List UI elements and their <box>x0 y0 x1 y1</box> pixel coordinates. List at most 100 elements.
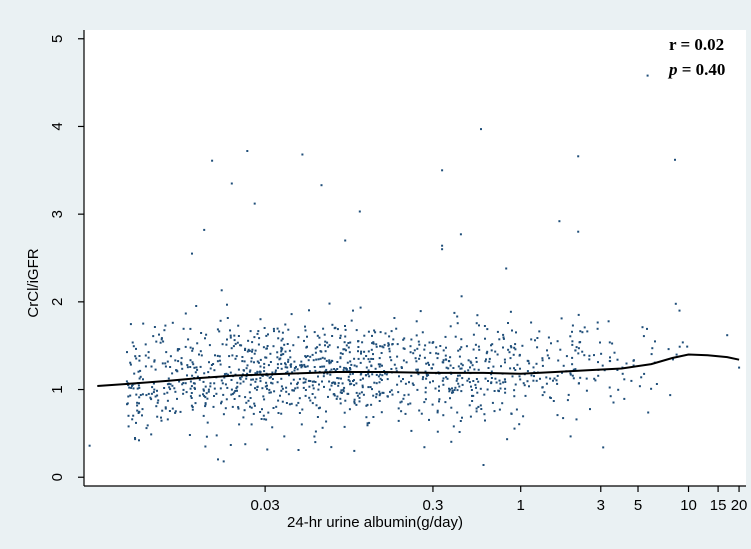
data-point <box>674 158 676 161</box>
data-point <box>407 393 410 396</box>
data-point <box>651 347 654 350</box>
data-point <box>129 323 132 326</box>
data-point <box>347 392 350 395</box>
data-point <box>156 394 159 397</box>
data-point <box>456 315 459 318</box>
data-point <box>361 386 364 389</box>
data-point <box>396 383 399 386</box>
data-point <box>358 400 361 403</box>
data-point <box>415 360 418 363</box>
data-point <box>154 395 157 398</box>
data-point <box>325 368 328 371</box>
data-point <box>400 410 403 413</box>
data-point <box>244 347 247 350</box>
data-point <box>352 380 354 382</box>
data-point <box>437 352 440 355</box>
data-point <box>296 383 299 386</box>
data-point <box>366 422 369 425</box>
data-point <box>133 372 136 375</box>
data-point <box>171 384 174 387</box>
data-point <box>423 446 426 449</box>
data-point <box>236 381 239 384</box>
data-point <box>461 383 464 386</box>
data-point <box>255 378 258 381</box>
data-point <box>390 330 393 333</box>
data-point <box>414 357 417 360</box>
data-point <box>277 337 280 340</box>
data-point <box>196 342 199 345</box>
data-point <box>538 330 541 333</box>
data-point <box>302 377 305 380</box>
data-point <box>399 401 402 404</box>
data-point <box>205 435 208 438</box>
data-point <box>346 361 349 364</box>
data-point <box>455 379 458 382</box>
data-point <box>460 346 463 349</box>
data-point <box>311 384 314 387</box>
data-point <box>569 335 572 338</box>
data-point <box>161 362 164 365</box>
data-point <box>234 342 237 345</box>
data-point <box>225 398 228 401</box>
data-point <box>150 433 153 436</box>
data-point <box>395 327 398 330</box>
data-point <box>293 389 295 392</box>
data-point <box>353 400 356 403</box>
data-point <box>253 202 256 205</box>
data-point <box>349 373 352 376</box>
data-point <box>191 374 194 377</box>
data-point <box>307 379 310 382</box>
data-point <box>289 356 292 359</box>
data-point <box>298 378 301 381</box>
data-point <box>549 396 551 399</box>
data-point <box>296 381 299 384</box>
data-point <box>149 396 152 399</box>
data-point <box>256 385 259 388</box>
data-point <box>165 351 168 354</box>
data-point <box>251 348 254 351</box>
data-point <box>211 159 214 162</box>
data-point <box>307 359 310 362</box>
y-axis: 0 1 2 3 4 5 <box>49 30 85 486</box>
data-point <box>298 397 301 400</box>
data-point <box>498 390 500 393</box>
data-point <box>182 382 185 384</box>
data-point <box>269 376 272 379</box>
data-point <box>210 364 213 366</box>
data-point <box>342 390 345 393</box>
data-point <box>178 380 181 383</box>
data-point <box>336 377 339 379</box>
data-point <box>158 333 160 336</box>
data-point <box>558 220 561 223</box>
data-point <box>329 361 332 364</box>
data-point <box>296 386 299 389</box>
data-point <box>230 388 233 391</box>
data-point <box>196 375 199 378</box>
data-point <box>513 389 516 392</box>
correlation-annotation: r = 0.02 <box>669 35 724 55</box>
data-point <box>287 393 290 396</box>
data-point <box>146 424 149 427</box>
data-point <box>475 407 478 410</box>
data-point <box>526 380 529 383</box>
data-point <box>265 381 268 384</box>
data-point <box>476 314 479 317</box>
data-point <box>225 372 228 375</box>
data-point <box>204 337 206 340</box>
data-point <box>236 385 239 388</box>
data-point <box>388 335 391 338</box>
data-point <box>351 372 354 375</box>
data-point <box>280 353 283 356</box>
data-point <box>457 365 460 368</box>
data-point <box>518 423 521 426</box>
data-point <box>571 374 574 377</box>
r-symbol: r <box>669 35 677 54</box>
data-point <box>650 353 653 356</box>
data-point <box>330 359 333 362</box>
data-point <box>432 380 434 383</box>
data-point <box>738 366 741 369</box>
data-point <box>261 374 264 377</box>
data-point <box>420 412 423 415</box>
data-point <box>396 355 399 358</box>
data-point <box>357 346 360 348</box>
